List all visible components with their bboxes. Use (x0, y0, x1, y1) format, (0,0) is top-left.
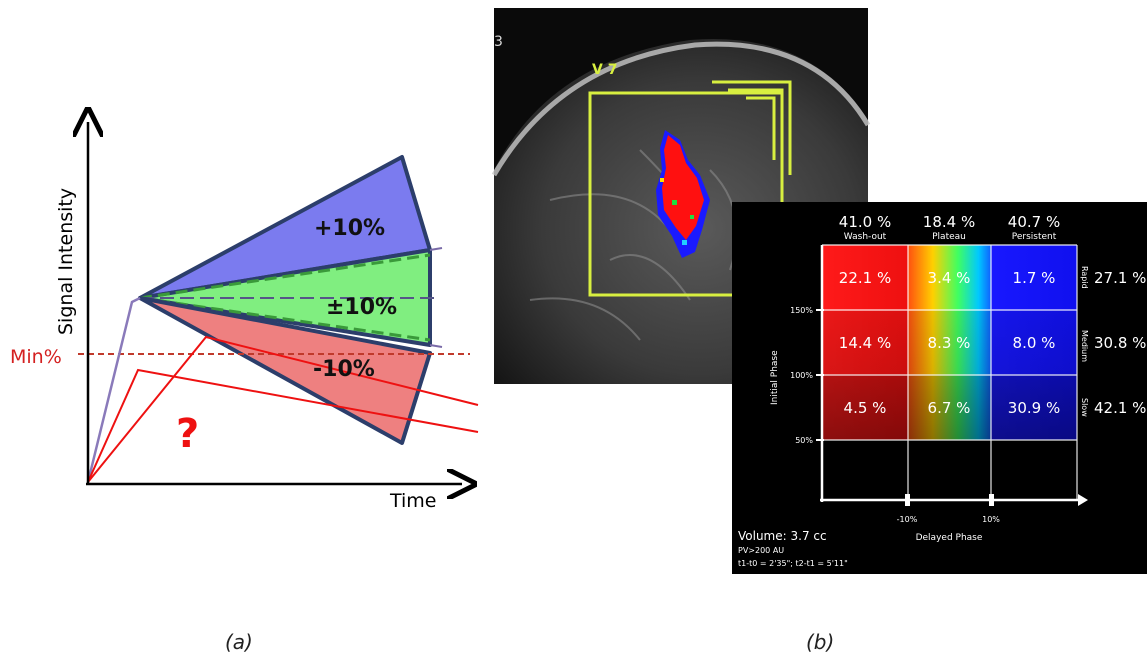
curve-red-2 (87, 335, 479, 483)
row-rapid-percent: 27.1 % (1094, 269, 1146, 287)
volume-label: Volume: 3.7 cc (738, 529, 827, 543)
upper-right-edge-ext (429, 247, 443, 251)
y-axis-label-initial: Initial Phase (770, 350, 780, 405)
y-axis-label: Signal Intensity (55, 188, 77, 335)
kinetic-table: 41.0 % Wash-out 18.4 % Plateau 40.7 % Pe… (732, 202, 1147, 574)
row-slow-label: Slow (1080, 398, 1089, 417)
kinetic-curve-svg: Signal Intensity Time Min% +10% ±10% -10… (10, 0, 479, 512)
middle-dashed-line-bottom (139, 296, 431, 342)
enhancement-curve-main (86, 296, 141, 483)
x-tick-neg10: -10% (897, 515, 918, 524)
row-medium-percent: 30.8 % (1094, 334, 1146, 352)
caption-a: (a) (225, 630, 253, 654)
row-rapid-label: Rapid (1080, 266, 1089, 289)
col-plateau-label: Plateau (932, 232, 966, 242)
cell-medium-persistent: 8.0 % (1013, 334, 1056, 352)
col-washout-percent: 41.0 % (839, 213, 891, 231)
y-tick-50: 50% (795, 436, 813, 445)
col-plateau-percent: 18.4 % (923, 213, 975, 231)
cell-slow-plateau: 6.7 % (928, 399, 971, 417)
row-medium-label: Medium (1080, 330, 1089, 362)
mri-roi-label: V 7 (592, 62, 617, 78)
cell-medium-washout: 14.4 % (839, 334, 891, 352)
cell-slow-persistent: 30.9 % (1008, 399, 1060, 417)
x-axis-label-delayed: Delayed Phase (916, 533, 983, 543)
min-label: Min% (10, 346, 62, 368)
kinetic-curve-diagram: Signal Intensity Time Min% +10% ±10% -10… (0, 0, 490, 600)
mri-kinetic-svg: V 7 3 41.0 % Wash-out 18.4 % (491, 8, 1147, 574)
roi-box (588, 91, 784, 297)
lower-right-edge-ext (429, 344, 443, 348)
mri-kinetic-panel: V 7 3 41.0 % Wash-out 18.4 % (490, 0, 1147, 600)
cell-slow-washout: 4.5 % (844, 399, 887, 417)
cell-rapid-washout: 22.1 % (839, 269, 891, 287)
cell-rapid-plateau: 3.4 % (928, 269, 971, 287)
middle-label: ±10% (326, 295, 397, 320)
middle-dashed-line-top (139, 253, 431, 300)
col-persistent-label: Persistent (1012, 232, 1057, 242)
x-axis-label: Time (389, 490, 437, 512)
row-slow-percent: 42.1 % (1094, 399, 1146, 417)
y-tick-150: 150% (790, 306, 813, 315)
pv-label: PV>200 AU (738, 546, 784, 555)
mri-corner-label: 3 (494, 34, 503, 50)
cell-rapid-persistent: 1.7 % (1013, 269, 1056, 287)
question-mark: ? (176, 411, 199, 457)
cell-medium-plateau: 8.3 % (928, 334, 971, 352)
lower-region (138, 296, 432, 445)
upper-label: +10% (314, 216, 385, 241)
lesion-overlay (656, 130, 710, 258)
y-tick-100: 100% (790, 371, 813, 380)
curve-red-1 (87, 368, 479, 483)
caption-b: (b) (806, 630, 835, 654)
lower-label: -10% (313, 357, 375, 382)
times-label: t1-t0 = 2'35"; t2-t1 = 5'11" (738, 559, 848, 568)
col-washout-label: Wash-out (844, 232, 887, 242)
x-tick-pos10: 10% (982, 515, 1000, 524)
col-persistent-percent: 40.7 % (1008, 213, 1060, 231)
